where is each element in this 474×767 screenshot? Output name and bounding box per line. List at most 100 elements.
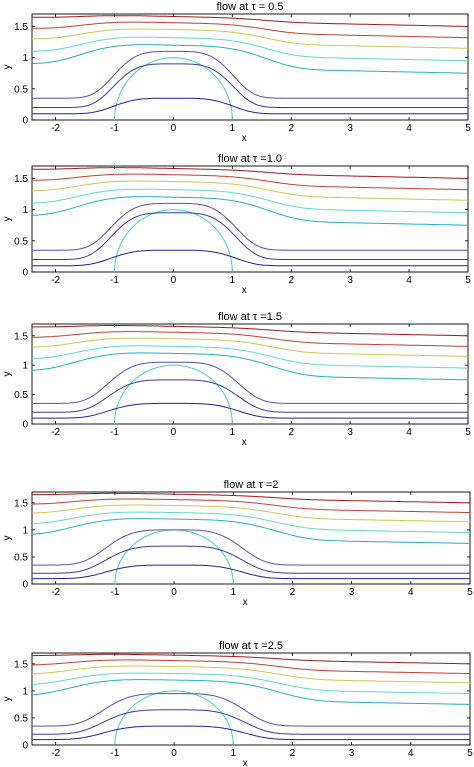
x-tick-label: 1 [230,427,236,438]
streamline-2 [32,529,470,566]
y-axis-label: y [2,536,13,541]
streamline-4 [32,345,468,369]
x-tick-label: 0 [171,427,177,438]
panel-title: flow at τ = 0.5 [216,1,283,13]
streamline-3 [32,518,470,544]
streamline-0 [32,564,470,580]
y-tick-label: 1 [22,361,28,372]
x-tick-label: 4 [406,427,412,438]
body-circle [114,690,234,745]
flow-panel-tau-0-5: flow at τ = 0.5 -2 -1 0 1 2 3 4 5 0 0.5 1 1.5 x y [2,1,471,144]
x-tick-label: 3 [349,748,355,759]
y-axis-label: y [2,217,13,222]
x-tick-label: 0 [171,275,177,286]
x-tick-label: -2 [51,275,60,286]
x-tick-label: 2 [290,587,296,598]
streamline-0 [32,249,468,267]
x-tick-label: 4 [406,123,412,134]
y-axis-label: y [2,372,13,377]
streamline-group [32,325,468,424]
x-tick-label: 3 [347,275,353,286]
flow-panel-tau-1-5: flow at τ =1.5 -2 -1 0 1 2 3 4 5 0 0.5 1 1.5 x y [2,311,471,448]
x-tick-label: 1 [230,275,236,286]
panel-title: flow at τ =2.5 [219,640,283,652]
streamline-1 [32,63,468,108]
y-tick-label: 0 [22,116,28,127]
streamline-2 [32,202,468,251]
x-tick-label: 1 [230,587,236,598]
body-circle [114,57,233,120]
y-tick-label: 1 [22,686,28,697]
y-tick-label: 1.5 [14,331,28,342]
x-tick-label: -2 [51,587,60,598]
plot-frame [31,323,469,425]
x-tick-label: -2 [51,123,60,134]
x-tick-label: -2 [51,748,60,759]
y-tick-label: 0 [22,741,28,752]
panel-title: flow at τ =1.5 [218,311,282,323]
y-tick-label: 1.5 [14,174,28,185]
x-tick-label: 5 [465,427,471,438]
x-axis-label: x [243,758,248,767]
x-axis-label: x [242,133,247,144]
y-axis-label: y [2,697,13,702]
streamline-group [32,15,468,120]
streamline-6 [32,173,468,191]
streamline-2 [32,361,468,404]
x-tick-label: 5 [465,123,471,134]
x-tick-label: 3 [347,427,353,438]
streamline-3 [32,352,468,381]
y-tick-label: 1 [22,205,28,216]
y-tick-label: 1 [22,53,28,64]
x-tick-label: 5 [467,748,473,759]
streamline-3 [32,679,470,705]
x-tick-label: 0 [171,587,177,598]
streamline-5 [32,337,468,357]
y-tick-label: 0.5 [14,84,28,95]
x-axis-label: x [242,285,247,296]
x-tick-label: 2 [288,275,294,286]
streamline-6 [32,498,470,514]
x-tick-label: -1 [110,587,119,598]
x-tick-label: 1 [230,123,236,134]
x-tick-label: 0 [171,123,177,134]
streamline-group [32,653,470,745]
plot-frame [31,491,471,585]
x-tick-label: 5 [465,275,471,286]
streamline-7 [32,653,470,665]
streamline-6 [32,659,470,675]
y-tick-label: 0.5 [14,236,28,247]
x-tick-label: 4 [408,587,414,598]
plot-frame [31,13,469,121]
streamline-2 [32,693,470,727]
x-tick-label: 4 [406,275,412,286]
y-tick-label: 1.5 [14,659,28,670]
y-tick-label: 1 [22,525,28,536]
x-axis-label: x [242,437,247,448]
body-circle [114,209,233,272]
x-tick-label: 3 [349,587,355,598]
x-tick-label: -1 [110,275,119,286]
streamline-1 [32,545,470,574]
body-circle [114,364,233,424]
streamline-4 [32,188,468,214]
streamline-4 [32,672,470,695]
x-axis-label: x [243,597,248,608]
y-tick-label: 0.5 [14,713,28,724]
plot-frame [31,165,469,273]
streamline-2 [32,50,468,99]
x-tick-label: -1 [110,123,119,134]
x-tick-label: 2 [288,427,294,438]
streamline-5 [32,180,468,201]
y-tick-label: 0 [22,420,28,431]
x-tick-label: 2 [288,123,294,134]
streamline-6 [32,331,468,347]
streamline-0 [32,97,468,115]
streamline-6 [32,21,468,39]
streamline-1 [32,709,470,735]
x-tick-label: 4 [408,748,414,759]
x-tick-label: -1 [110,748,119,759]
streamline-7 [32,325,468,337]
body-circle [114,529,234,584]
